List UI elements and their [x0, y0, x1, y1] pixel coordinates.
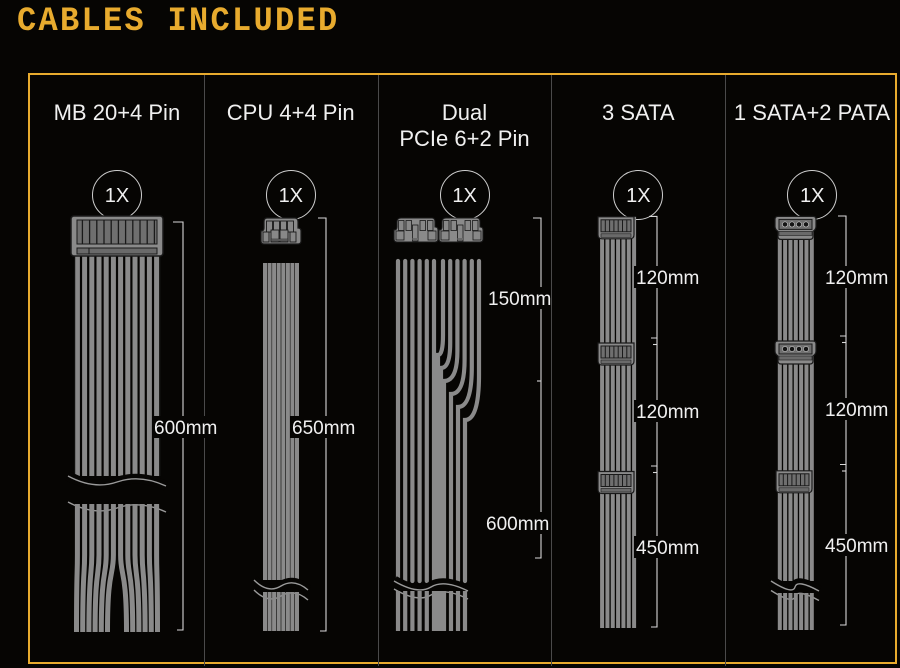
svg-text:600mm: 600mm [486, 514, 549, 535]
svg-text:120mm: 120mm [636, 402, 699, 423]
svg-text:150mm: 150mm [488, 289, 551, 310]
svg-text:450mm: 450mm [636, 538, 699, 559]
svg-text:450mm: 450mm [825, 536, 888, 557]
svg-text:120mm: 120mm [825, 268, 888, 289]
svg-text:120mm: 120mm [636, 268, 699, 289]
svg-text:120mm: 120mm [825, 400, 888, 421]
svg-text:650mm: 650mm [292, 418, 355, 439]
